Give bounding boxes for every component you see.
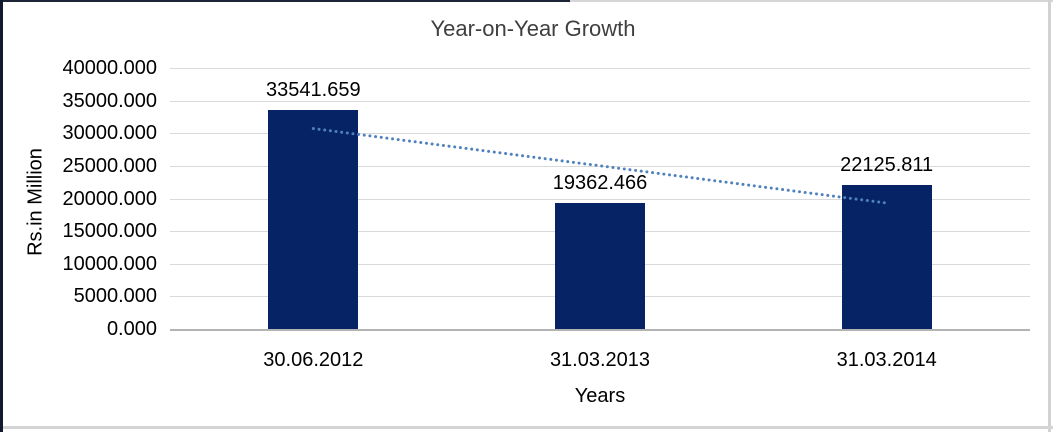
y-tick-label: 40000.000 bbox=[62, 57, 157, 79]
bar bbox=[841, 184, 932, 329]
x-tick-label: 30.06.2012 bbox=[263, 349, 364, 371]
y-tick-label: 30000.000 bbox=[62, 122, 157, 145]
bar bbox=[268, 110, 359, 329]
y-tick-label: 20000.000 bbox=[62, 187, 157, 210]
y-tick-label: 15000.000 bbox=[62, 220, 157, 243]
y-tick-label: 10000.000 bbox=[62, 252, 157, 275]
bar-value-label: 19362.466 bbox=[552, 171, 648, 194]
x-tick-label: 31.03.2014 bbox=[836, 349, 937, 371]
x-axis-title: Years bbox=[574, 385, 626, 407]
y-tick-label: 25000.000 bbox=[62, 154, 157, 177]
gridline bbox=[170, 68, 1030, 69]
x-tick-label: 31.03.2013 bbox=[549, 349, 651, 371]
bar-value-label: 33541.659 bbox=[266, 79, 361, 102]
y-tick-label: 35000.000 bbox=[62, 89, 157, 112]
x-axis-line bbox=[170, 329, 1030, 331]
bar-value-label: 22125.811 bbox=[840, 153, 934, 176]
y-tick-label: 5000.000 bbox=[73, 285, 157, 308]
bar bbox=[555, 202, 645, 329]
frame-border-right bbox=[1048, 0, 1051, 432]
frame-border-top-dark-segment bbox=[0, 0, 570, 2]
y-tick-label: 0.000 bbox=[106, 318, 157, 340]
chart-title: Year-on-Year Growth bbox=[430, 16, 636, 41]
gridline bbox=[170, 100, 1030, 102]
frame-border-left bbox=[0, 0, 3, 432]
frame-border-bottom bbox=[0, 426, 1053, 429]
